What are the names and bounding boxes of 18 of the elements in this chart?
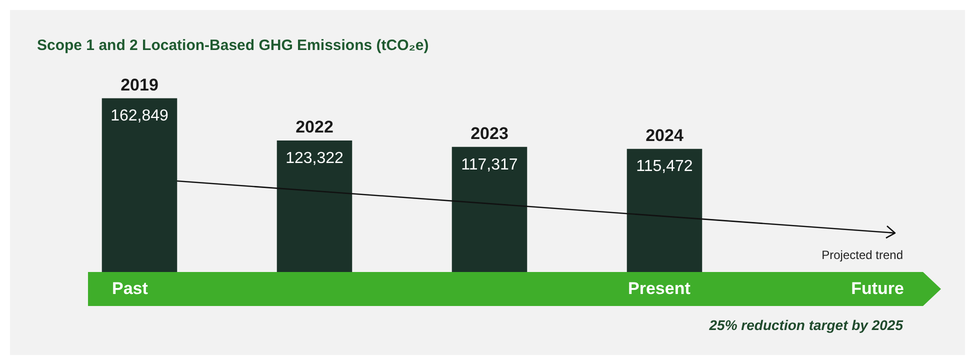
data-label: 117,317: [461, 156, 518, 174]
bar: [452, 146, 528, 272]
chart-title: Scope 1 and 2 Location-Based GHG Emissions (tCO₂e): [37, 37, 429, 54]
bar: [276, 140, 352, 272]
text: Future: [851, 279, 904, 299]
x-tick-label: 2024: [646, 126, 684, 146]
data-label: 115,472: [636, 158, 693, 176]
data-label: 123,322: [286, 150, 344, 167]
text: Past: [112, 279, 148, 299]
bar: [626, 148, 702, 272]
bar: [102, 98, 178, 272]
x-tick-label: 2023: [470, 124, 508, 144]
x-tick-label: 2022: [296, 118, 334, 137]
text: Present: [628, 279, 690, 299]
text: 25% reduction target by 2025: [709, 317, 903, 333]
data-label: 162,849: [110, 108, 169, 125]
text: Projected trend: [822, 248, 903, 262]
x-tick-label: 2019: [120, 75, 158, 94]
